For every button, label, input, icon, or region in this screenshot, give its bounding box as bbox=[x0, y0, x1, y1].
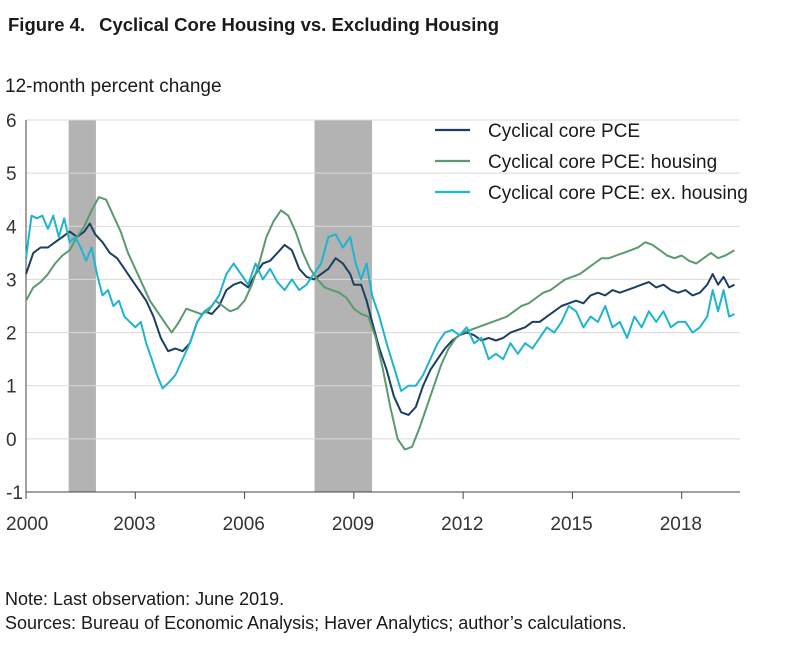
sources-text: Sources: Bureau of Economic Analysis; Ha… bbox=[5, 613, 627, 633]
series-line-2 bbox=[25, 196, 736, 451]
y-tick-label: 4 bbox=[6, 217, 17, 238]
series-lines bbox=[25, 196, 736, 451]
x-tick-label: 2018 bbox=[660, 514, 702, 535]
figure-number: Figure 4. bbox=[8, 14, 86, 35]
recession-bands bbox=[68, 120, 373, 492]
series-line-1 bbox=[25, 222, 735, 416]
y-tick-label: 1 bbox=[6, 377, 17, 398]
recession-band-1 bbox=[68, 120, 96, 492]
figure-title-text: Cyclical Core Housing vs. Excluding Hous… bbox=[99, 14, 499, 35]
x-tick-label: 2003 bbox=[113, 514, 155, 535]
note-text: Note: Last observation: June 2019. bbox=[5, 589, 285, 609]
recession-band-2 bbox=[314, 120, 373, 492]
figure-title: Figure 4. Cyclical Core Housing vs. Exclu… bbox=[8, 14, 499, 36]
series-line-3 bbox=[25, 214, 735, 392]
legend: Cyclical core PCE Cyclical core PCE: hous… bbox=[435, 121, 748, 204]
legend-label-3: Cyclical core PCE: ex. housing bbox=[488, 183, 748, 204]
x-tick-label: 2000 bbox=[6, 514, 48, 535]
y-tick-label: -1 bbox=[6, 483, 23, 504]
x-tick-label: 2012 bbox=[441, 514, 483, 535]
legend-label-1: Cyclical core PCE bbox=[488, 121, 640, 142]
y-unit-label: 12-month percent change bbox=[5, 76, 222, 97]
y-tick-label: 3 bbox=[6, 270, 17, 291]
x-tick-label: 2006 bbox=[223, 514, 265, 535]
legend-label-2: Cyclical core PCE: housing bbox=[488, 152, 717, 173]
y-tick-label: 2 bbox=[6, 324, 17, 345]
x-tick-label: 2009 bbox=[332, 514, 374, 535]
axes: -1 0 1 2 3 4 5 6 2000 2003 2006 2009 2012 2015 2018 bbox=[6, 111, 740, 535]
x-tick-label: 2015 bbox=[550, 514, 592, 535]
y-tick-label: 5 bbox=[6, 164, 17, 185]
y-tick-label: 0 bbox=[6, 430, 17, 451]
y-tick-label: 6 bbox=[6, 111, 17, 132]
